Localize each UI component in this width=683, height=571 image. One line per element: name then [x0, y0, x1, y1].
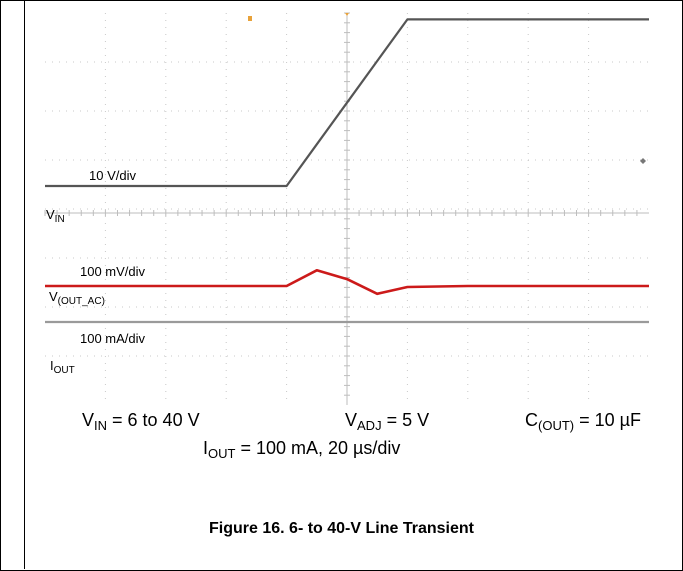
vout-channel-label: V(OUT_AC) [49, 289, 105, 307]
trace-v-in [45, 18, 649, 188]
scope-svg [44, 12, 649, 405]
trigger-marker [248, 16, 252, 21]
trigger-level-marker [640, 158, 646, 164]
vin-channel-label: VIN [46, 207, 65, 225]
condition-vin: VIN = 6 to 40 V [82, 410, 200, 433]
figure-caption: Figure 16. 6- to 40-V Line Transient [209, 520, 474, 537]
condition-cout: C(OUT) = 10 µF [525, 410, 642, 433]
vout-scale-label: 100 mV/div [80, 264, 146, 279]
page-margin-rule [24, 0, 25, 569]
iout-scale-label: 100 mA/div [80, 331, 146, 346]
time-marker [345, 13, 349, 16]
condition-vadj: VADJ = 5 V [345, 410, 430, 433]
iout-channel-label: IOUT [50, 358, 75, 376]
oscilloscope-plot: 10 V/div VIN 100 mV/div V(OUT_AC) 100 mA… [44, 12, 649, 405]
trace-v-out-ac- [45, 268, 649, 296]
vin-scale-label: 10 V/div [89, 168, 136, 183]
condition-iout: IOUT = 100 mA, 20 µs/div [203, 438, 401, 461]
